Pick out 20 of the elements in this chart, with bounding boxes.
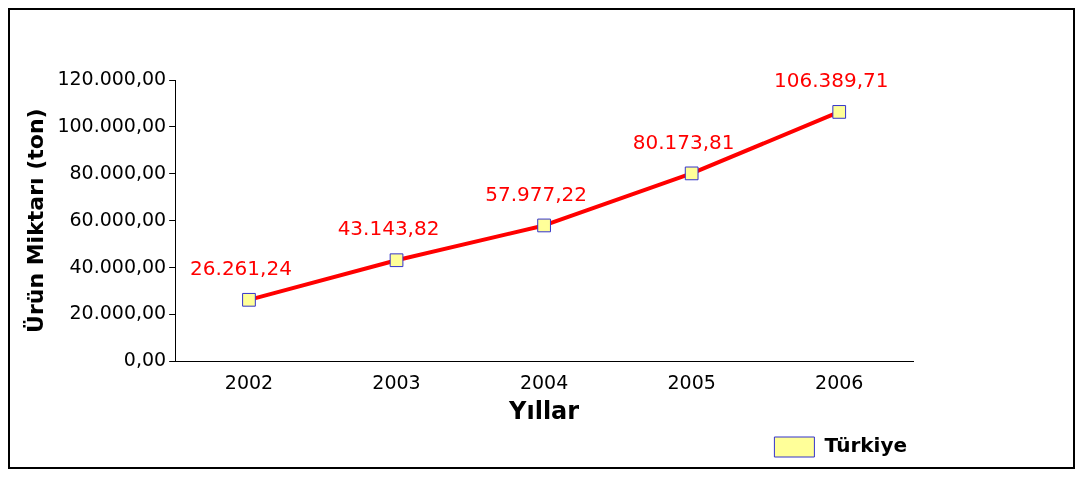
- x-tick-label: 2006: [815, 370, 864, 393]
- legend-label: Türkiye: [824, 433, 908, 458]
- data-label: 57.977,22: [485, 181, 587, 206]
- y-tick-label: 100.000,00: [57, 113, 167, 136]
- y-axis-title: Ürün Miktarı (ton): [22, 108, 48, 333]
- x-tick-label: 2004: [519, 370, 569, 393]
- y-tick-label: 60.000,00: [69, 207, 167, 230]
- x-tick-label: 2005: [667, 370, 716, 393]
- data-label: 26.261,24: [190, 256, 292, 281]
- y-tick-label: 80.000,00: [69, 160, 167, 183]
- data-label: 106.389,71: [773, 68, 889, 93]
- x-axis-title: Yıllar: [508, 396, 580, 425]
- data-label: 43.143,82: [337, 216, 440, 241]
- y-tick-label: 120.000,00: [57, 66, 167, 89]
- y-tick-label: 0,00: [123, 348, 167, 371]
- data-label: 80.173,81: [632, 129, 735, 154]
- x-tick-label: 2002: [224, 370, 274, 393]
- y-tick-label: 40.000,00: [69, 254, 167, 277]
- y-tick-label: 20.000,00: [69, 301, 167, 324]
- x-tick-label: 2003: [372, 370, 421, 393]
